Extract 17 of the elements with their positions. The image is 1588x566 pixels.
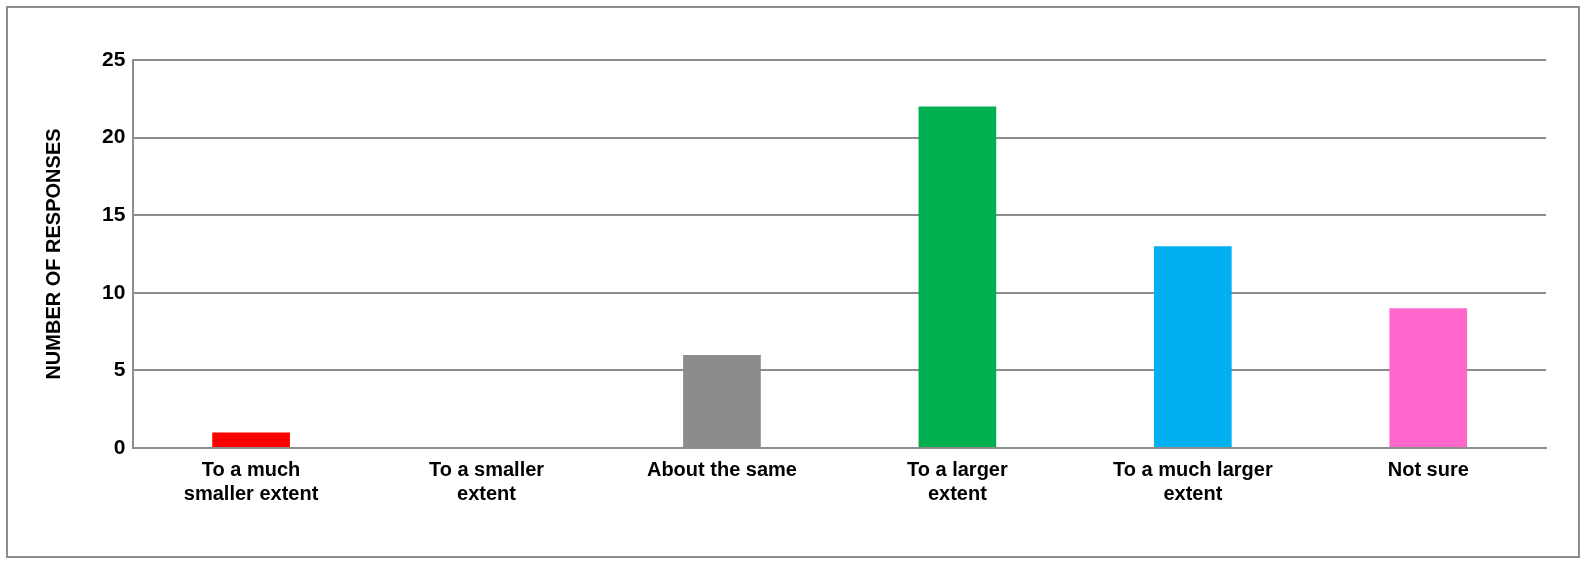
bar — [918, 106, 997, 447]
y-tick-label: 0 — [113, 434, 126, 458]
y-tick-label: 5 — [113, 357, 126, 381]
bar — [212, 432, 290, 447]
y-tick-label: 10 — [102, 279, 126, 303]
bar — [1153, 246, 1232, 447]
x-tick-label: To a larger extent — [907, 457, 1008, 504]
x-tick-label: To a smaller extent — [428, 457, 545, 504]
bar — [1389, 308, 1468, 447]
y-axis-title: NUMBER OF RESPONSES — [41, 128, 64, 380]
x-tick-label: Not sure — [1387, 457, 1469, 480]
y-tick-label: 15 — [102, 202, 126, 225]
y-tick-label: 20 — [102, 124, 126, 148]
x-tick-label: To a much larger extent — [1113, 457, 1273, 504]
x-tick-label: To a much smaller extent — [183, 457, 319, 504]
x-tick-label: About the same — [646, 457, 797, 480]
y-tick-label: 25 — [102, 46, 126, 70]
